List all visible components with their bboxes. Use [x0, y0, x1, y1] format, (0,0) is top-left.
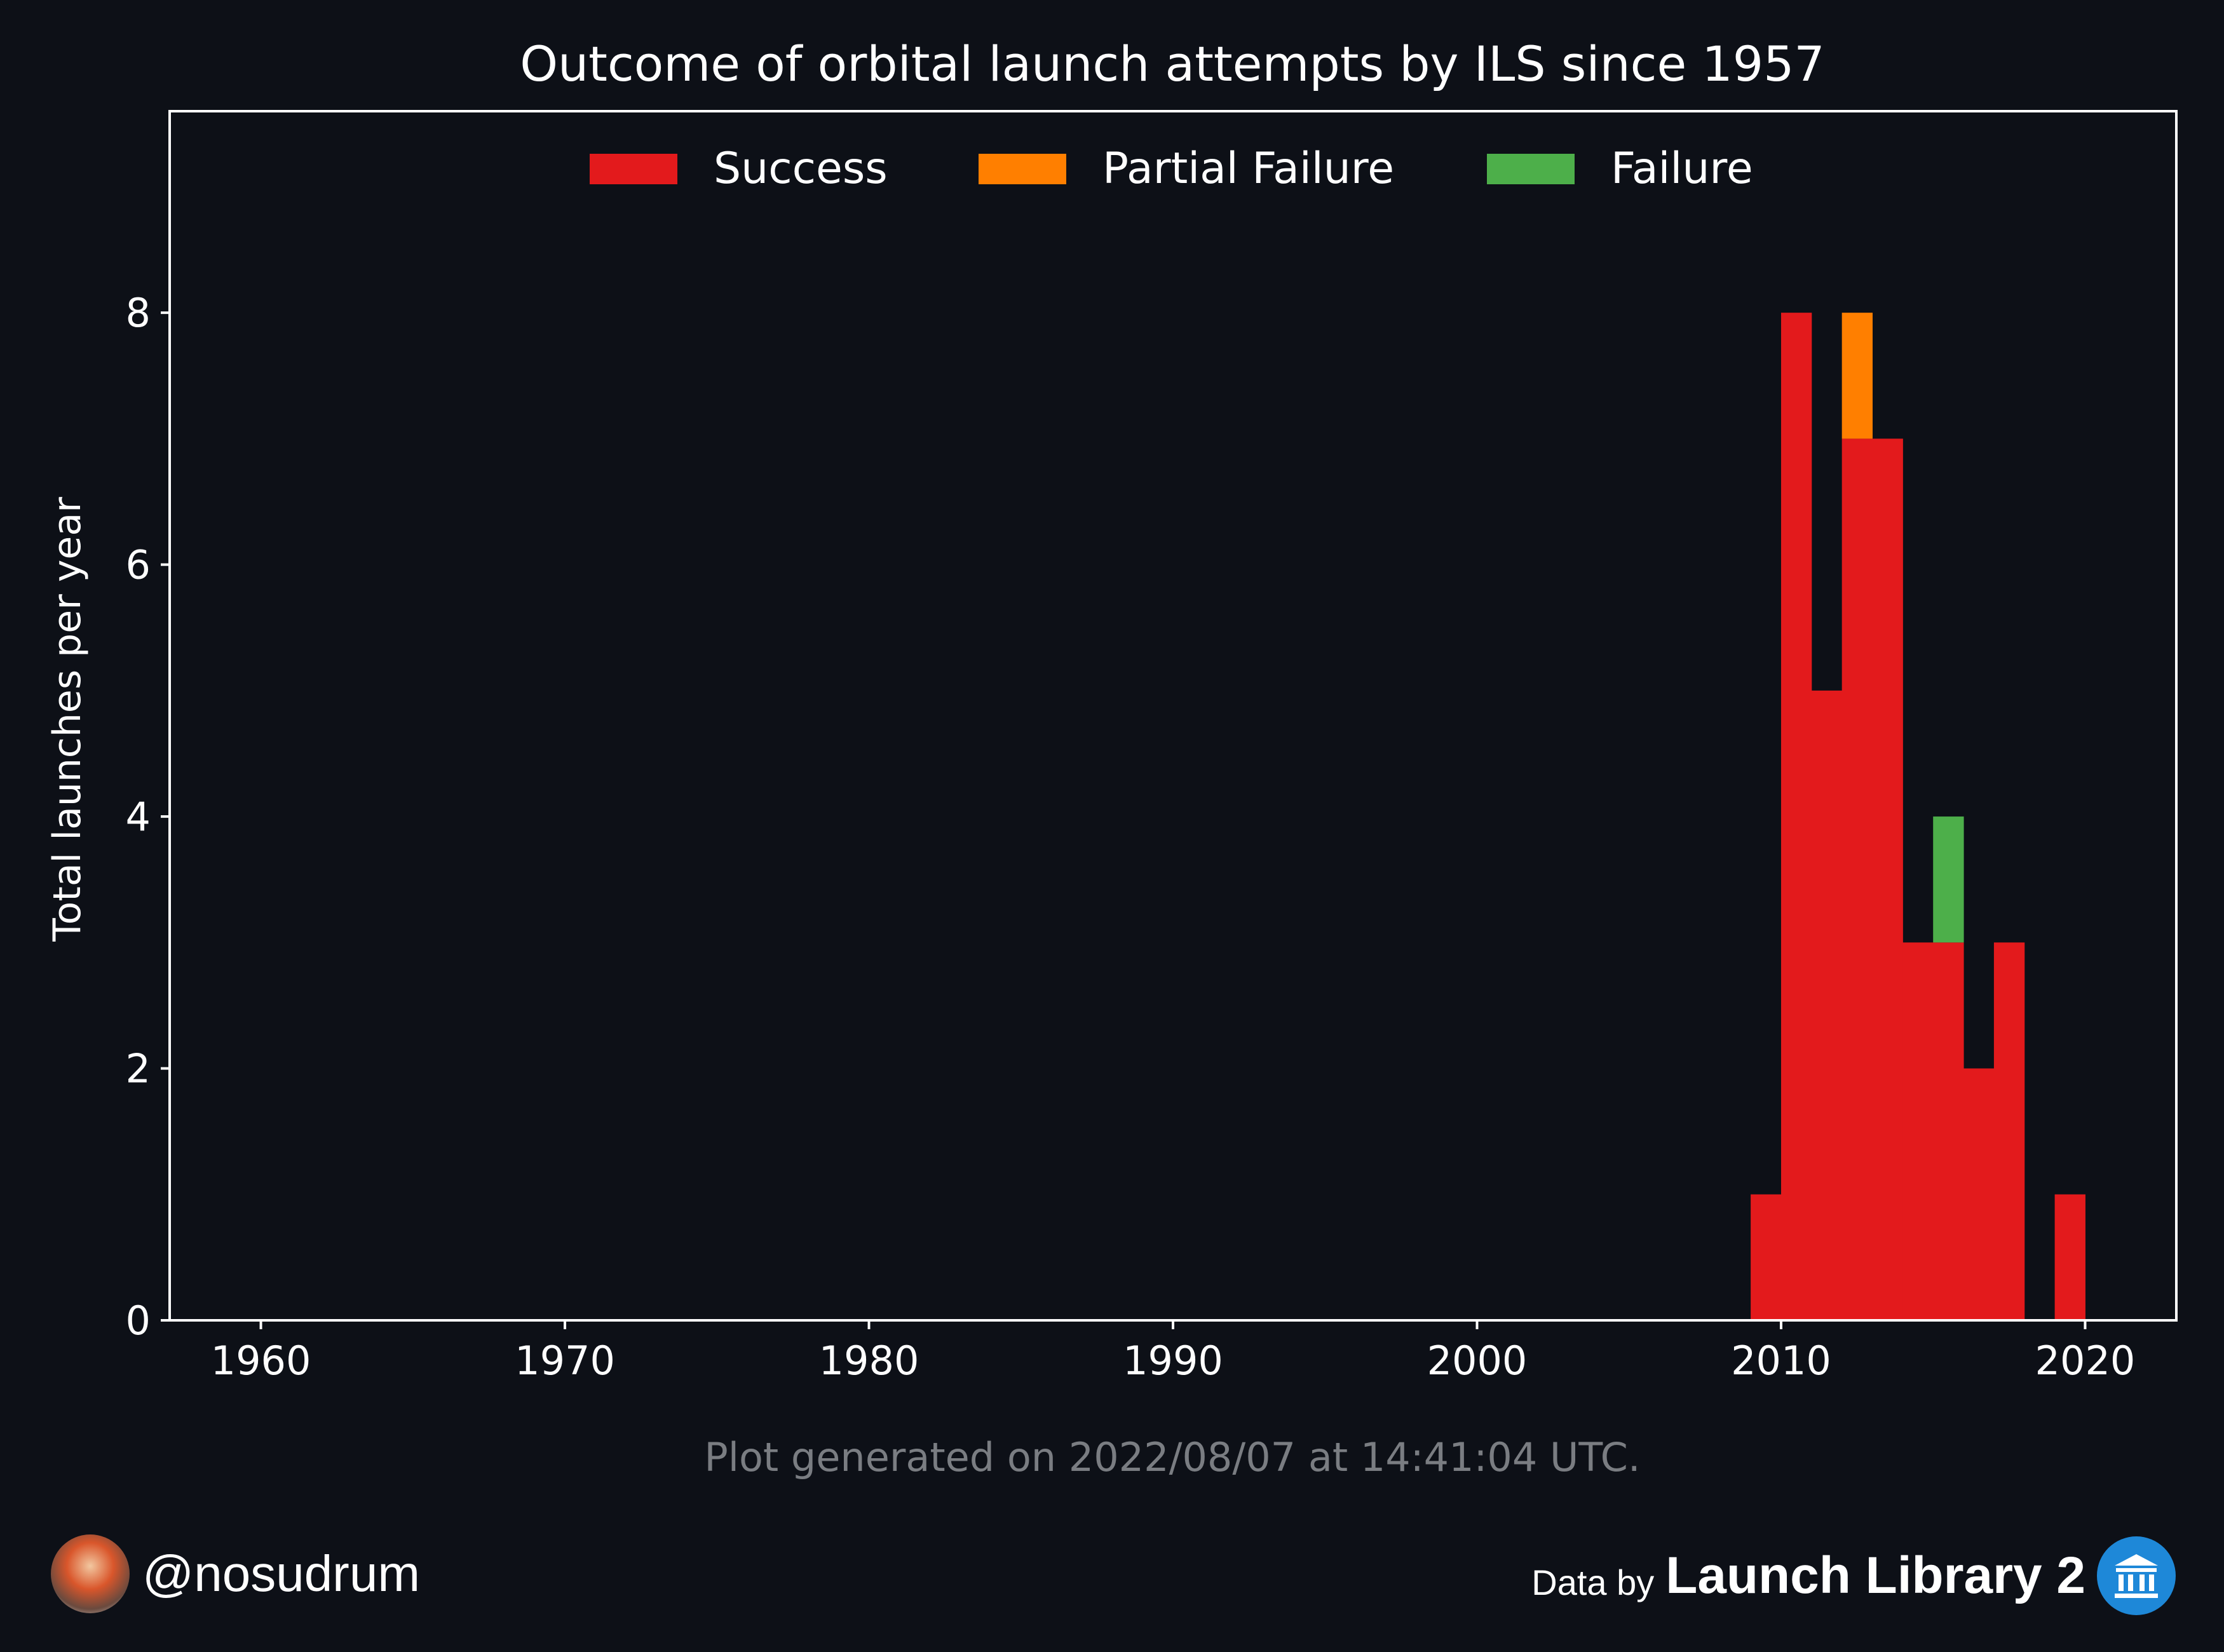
generated-note: Plot generated on 2022/08/07 at 14:41:04…: [704, 1434, 1640, 1480]
brand-name: Launch Library 2: [1665, 1547, 2085, 1604]
legend-label-partial-failure: Partial Failure: [1102, 144, 1394, 194]
bars-group: [1751, 313, 2085, 1321]
bar-success-2009: [1751, 1194, 1782, 1320]
y-tick-label: 0: [126, 1297, 151, 1344]
data-source-credit: Data by Launch Library 2: [1531, 1536, 2176, 1615]
author-handle: @nosudrum: [142, 1545, 420, 1602]
bar-success-2013: [1872, 438, 1903, 1321]
y-tick-label: 2: [126, 1046, 151, 1092]
bar-success-2014: [1902, 942, 1934, 1320]
x-tick-label: 1980: [819, 1337, 919, 1384]
x-tick-label: 2020: [2035, 1337, 2136, 1384]
x-tick-label: 1970: [515, 1337, 615, 1384]
bar-success-2010: [1780, 313, 1812, 1321]
avatar: [51, 1534, 130, 1613]
x-tick-label: 2010: [1731, 1337, 1831, 1384]
bar-success-2011: [1811, 690, 1843, 1320]
y-tick-label: 8: [126, 290, 151, 336]
legend-swatch-failure: [1487, 154, 1575, 184]
legend-label-failure: Failure: [1611, 144, 1753, 194]
y-axis: 0 2 4 6 8: [126, 290, 170, 1344]
x-tick-label: 2000: [1427, 1337, 1528, 1384]
y-axis-label: Total launches per year: [45, 497, 90, 942]
bar-partial-failure-2012: [1841, 313, 1873, 439]
bar-success-2015: [1933, 942, 1964, 1320]
bar-success-2019: [2054, 1194, 2085, 1320]
bar-success-2017: [1993, 942, 2025, 1320]
y-tick-label: 6: [126, 542, 151, 588]
y-tick-label: 4: [126, 794, 151, 840]
author-credit: @nosudrum: [51, 1534, 420, 1613]
legend-swatch-partial-failure: [979, 154, 1066, 184]
x-tick-label: 1960: [211, 1337, 311, 1384]
bar-failure-2015: [1933, 816, 1964, 943]
x-axis: 1960 1970 1980 1990 2000 2010 2020: [211, 1320, 2136, 1384]
legend: Success Partial Failure Failure: [590, 144, 1753, 194]
museum-icon: [2097, 1536, 2176, 1615]
bar-success-2012: [1841, 438, 1873, 1321]
chart-title: Outcome of orbital launch attempts by IL…: [520, 36, 1825, 92]
legend-swatch-success: [590, 154, 677, 184]
x-tick-label: 1990: [1123, 1337, 1223, 1384]
bar-success-2016: [1963, 1068, 1995, 1320]
data-by-label: Data by: [1531, 1562, 1655, 1602]
legend-label-success: Success: [714, 144, 888, 194]
